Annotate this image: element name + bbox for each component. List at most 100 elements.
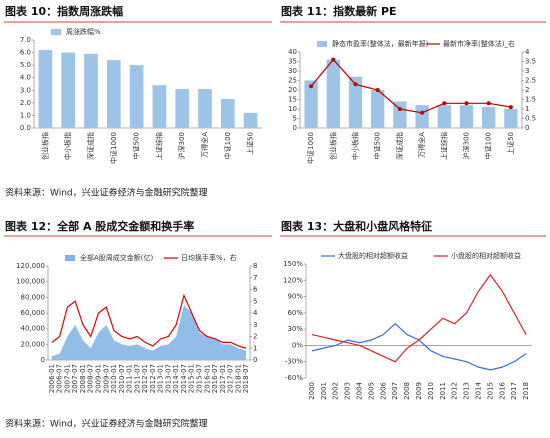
bar — [459, 105, 474, 128]
y-tick-label: 100,000 — [16, 278, 45, 286]
y2-tick-label: 0 — [525, 124, 529, 132]
bar — [371, 90, 385, 128]
x-tick-label: 中证1000 — [109, 132, 118, 164]
x-tick-label: 2006-01 — [48, 364, 56, 393]
marker — [331, 57, 336, 62]
x-tick-label: 中证1000 — [306, 132, 315, 164]
y-tick-label: 150% — [283, 260, 303, 268]
x-tick-label: 中证100 — [223, 132, 232, 159]
x-tick-label: 2017 — [510, 382, 518, 400]
marker — [508, 105, 513, 110]
x-tick-label: 2002 — [332, 382, 340, 400]
x-tick-label: 2014 — [474, 381, 482, 399]
bar — [482, 107, 496, 128]
y-tick-label: 40 — [288, 48, 297, 56]
x-tick-label: 创业板指 — [40, 132, 49, 160]
y2-tick-label: 0.5 — [525, 115, 536, 123]
y-tick-label: 5.0 — [20, 61, 31, 69]
bar — [152, 85, 167, 128]
y2-tick-label: 1 — [253, 344, 257, 352]
x-tick-label: 2008-01 — [79, 364, 87, 393]
marker — [442, 101, 447, 106]
x-tick-label: 深证成指 — [395, 132, 404, 160]
y-tick-label: 7.0 — [20, 36, 31, 44]
bar — [326, 59, 340, 128]
legend-label: 小盘股的相对超额收益 — [451, 251, 521, 260]
y-tick-label: 0 — [293, 124, 297, 132]
x-tick-label: 沪深300 — [177, 132, 186, 159]
x-tick-label: 2015-07 — [196, 364, 204, 393]
y2-tick-label: 4 — [253, 309, 258, 317]
x-tick-label: 2010 — [427, 382, 435, 400]
y2-tick-label: 0 — [253, 356, 257, 364]
y2-tick-label: 8 — [253, 262, 257, 270]
y2-tick-label: 2 — [525, 86, 529, 94]
x-tick-label: 2018 — [522, 382, 530, 400]
x-tick-label: 2000 — [308, 382, 316, 400]
line — [310, 58, 512, 114]
y-tick-label: 10 — [288, 105, 297, 113]
bar — [437, 105, 451, 128]
source-note: 资料来源：Wind，兴业证券经济与金融研究院整理 — [5, 187, 208, 199]
x-tick-label: 2012-07 — [149, 364, 157, 393]
x-tick-label: 2014-01 — [172, 364, 180, 393]
bar — [220, 99, 235, 128]
marker — [486, 101, 491, 106]
y-tick-label: 1.0 — [20, 111, 31, 119]
y-tick-label: 90% — [287, 293, 303, 301]
marker — [397, 107, 402, 111]
y2-tick-label: 3.5 — [525, 58, 536, 66]
chart-title: 图表 10：指数周涨跌幅 — [5, 4, 123, 18]
x-tick-label: 上证综指 — [154, 132, 163, 160]
y-tick-label: 35 — [288, 58, 297, 66]
y-tick-label: 6.0 — [20, 49, 31, 57]
x-tick-label: 2009-01 — [95, 364, 103, 393]
x-tick-label: 上证50 — [506, 132, 515, 155]
x-tick-label: 2006-07 — [56, 364, 64, 393]
x-tick-label: 万得全A — [200, 132, 209, 158]
x-tick-label: 2016-07 — [211, 364, 219, 393]
bar — [415, 105, 429, 128]
x-tick-label: 创业板指 — [328, 132, 337, 160]
y-tick-label: 2.0 — [20, 99, 31, 107]
y-tick-label: 3.0 — [20, 86, 31, 94]
x-tick-label: 2013-01 — [157, 364, 165, 393]
x-tick-label: 2013 — [463, 382, 471, 400]
x-tick-label: 2003 — [344, 382, 352, 400]
y-tick-label: 20 — [288, 86, 297, 94]
y2-tick-label: 4 — [525, 48, 530, 56]
marker — [420, 110, 425, 115]
x-tick-label: 中小板指 — [351, 132, 360, 160]
y2-tick-label: 5 — [253, 297, 257, 305]
x-tick-label: 2009-07 — [102, 364, 110, 393]
x-tick-label: 2018-01 — [234, 364, 242, 393]
x-tick-label: 2010-01 — [110, 364, 118, 393]
x-tick-label: 沪深300 — [462, 132, 471, 159]
source-note: 资料来源：Wind，兴业证券经济与金融研究院整理 — [5, 418, 208, 430]
x-tick-label: 中小板指 — [63, 132, 72, 160]
x-tick-label: 2005 — [367, 382, 375, 400]
y-tick-label: 0% — [292, 341, 303, 349]
x-tick-label: 2015 — [486, 382, 494, 400]
x-tick-label: 2017-01 — [219, 364, 227, 393]
x-tick-label: 2012-01 — [141, 364, 149, 393]
x-tick-label: 2012 — [451, 382, 459, 400]
line — [311, 322, 527, 371]
y-tick-label: 15 — [288, 96, 297, 104]
chart-title: 图表 11：指数最新 PE — [281, 4, 397, 18]
x-tick-label: 2008-07 — [87, 364, 95, 393]
legend-label: 周涨跌幅% — [66, 27, 101, 36]
bar — [348, 76, 363, 128]
y-tick-label: 80,000 — [21, 293, 46, 301]
legend-label: 全部A股周成交金额(亿) — [80, 253, 154, 262]
y-tick-label: -30% — [285, 358, 303, 366]
y-tick-label: 30 — [288, 67, 297, 75]
marker — [353, 82, 358, 87]
y2-tick-label: 3 — [253, 321, 257, 329]
y-tick-label: 30% — [287, 325, 303, 333]
x-tick-label: 中证100 — [484, 132, 493, 159]
legend-swatch — [51, 29, 61, 35]
y-tick-label: 25 — [288, 77, 297, 85]
bar — [198, 89, 212, 128]
